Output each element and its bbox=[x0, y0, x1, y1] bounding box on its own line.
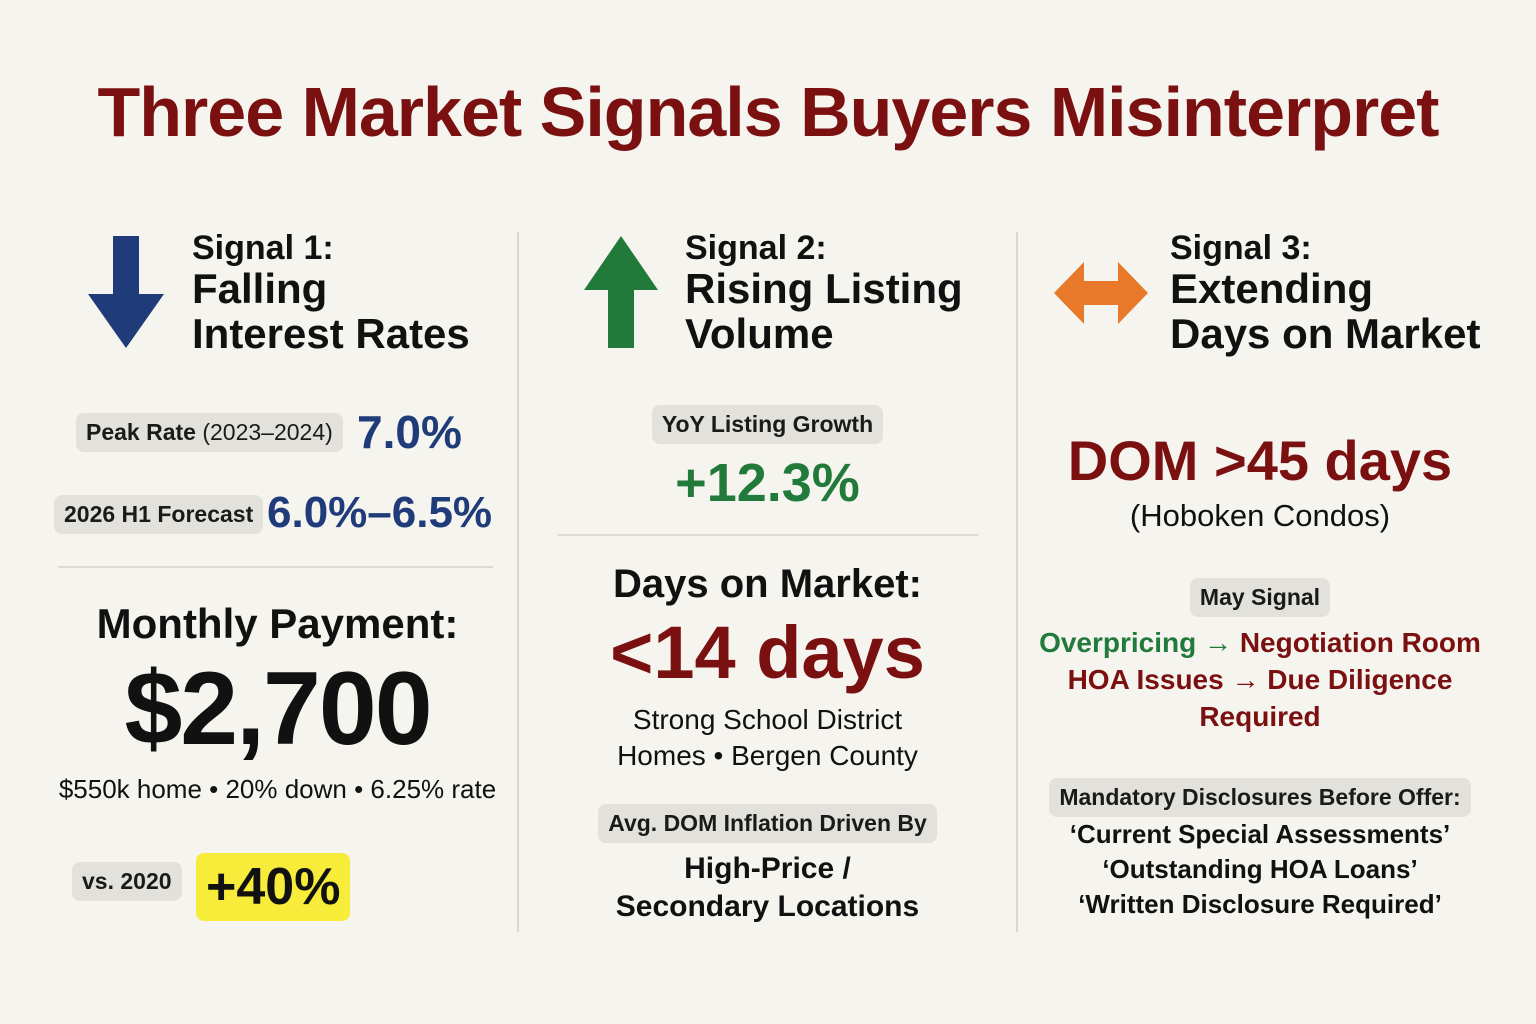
may-signal-label: May Signal bbox=[1189, 578, 1331, 617]
may-signal-list: Overpricing → Negotiation Room HOA Issue… bbox=[1025, 624, 1495, 735]
vs-2020-label: vs. 2020 bbox=[72, 862, 182, 901]
signal-1-title-line2: Interest Rates bbox=[192, 310, 470, 357]
overpricing-text: Overpricing bbox=[1039, 627, 1197, 658]
peak-rate-value: 7.0% bbox=[357, 406, 462, 458]
signal-2-title-line2: Volume bbox=[685, 310, 834, 357]
disclosures-list: ‘Current Special Assessments’ ‘Outstandi… bbox=[1030, 817, 1490, 922]
disclosure-item: ‘Current Special Assessments’ bbox=[1069, 819, 1451, 849]
dom-note-line2: Homes • Bergen County bbox=[617, 740, 918, 771]
signal-1-label: Signal 1: bbox=[192, 229, 334, 267]
forecast-value: 6.0%–6.5% bbox=[267, 488, 493, 537]
peak-rate-label: Peak Rate (2023–2024) bbox=[76, 413, 343, 452]
growth-label: YoY Listing Growth bbox=[651, 405, 884, 444]
disclosure-item: ‘Written Disclosure Required’ bbox=[1078, 889, 1442, 919]
forecast-label: 2026 H1 Forecast bbox=[54, 495, 264, 534]
signal-1-title-line1: Falling bbox=[192, 265, 328, 312]
may-signal-line2: HOA Issues → Due Diligence bbox=[1067, 664, 1453, 695]
disclosures-label: Mandatory Disclosures Before Offer: bbox=[1049, 778, 1471, 817]
may-signal-line3: Required bbox=[1199, 701, 1321, 732]
signal-3-label: Signal 3: bbox=[1170, 229, 1312, 267]
inflation-label: Avg. DOM Inflation Driven By bbox=[598, 804, 937, 843]
monthly-payment-note: $550k home • 20% down • 6.25% rate bbox=[58, 774, 497, 804]
dom-45-note: (Hoboken Condos) bbox=[1129, 498, 1391, 533]
peak-rate-years: (2023–2024) bbox=[202, 419, 333, 445]
dom-label: Days on Market: bbox=[613, 562, 922, 606]
section-divider bbox=[58, 566, 493, 568]
arrow-right-icon: → bbox=[1204, 627, 1233, 658]
inflation-label-wrap: Avg. DOM Inflation Driven By bbox=[540, 804, 995, 843]
growth-value: +12.3% bbox=[675, 453, 860, 513]
peak-rate-label-bold: Peak Rate bbox=[86, 419, 196, 445]
dom-45-value: DOM >45 days bbox=[1067, 429, 1453, 492]
disclosure-item: ‘Outstanding HOA Loans’ bbox=[1102, 854, 1418, 884]
signal-2-title-line1: Rising Listing bbox=[685, 265, 963, 312]
may-signal-line1: Overpricing → Negotiation Room bbox=[1025, 624, 1495, 661]
signal-2-label: Signal 2: bbox=[685, 229, 827, 267]
inflation-line2: Secondary Locations bbox=[615, 890, 920, 923]
signal-3-title-line2: Days on Market bbox=[1170, 310, 1481, 357]
left-right-arrow-icon bbox=[1054, 262, 1148, 324]
disclosures-label-wrap: Mandatory Disclosures Before Offer: bbox=[1030, 778, 1490, 817]
monthly-payment-value: $2,700 bbox=[124, 651, 432, 767]
down-arrow-icon bbox=[88, 236, 164, 348]
vs-2020-value: +40% bbox=[196, 853, 351, 921]
column-divider bbox=[1016, 232, 1018, 932]
column-divider bbox=[517, 232, 519, 932]
negotiation-room-text: Negotiation Room bbox=[1239, 627, 1481, 658]
dom-note-line1: Strong School District bbox=[632, 704, 903, 735]
dom-note: Strong School District Homes • Bergen Co… bbox=[540, 702, 995, 774]
monthly-payment-label: Monthly Payment: bbox=[96, 600, 459, 647]
section-divider bbox=[558, 534, 978, 536]
up-arrow-icon bbox=[584, 236, 658, 348]
inflation-line1: High-Price / bbox=[684, 852, 851, 885]
dom-value: <14 days bbox=[610, 611, 925, 694]
inflation-detail: High-Price / Secondary Locations bbox=[540, 850, 995, 926]
may-signal-wrap: May Signal bbox=[1035, 578, 1485, 617]
growth-label-wrap: YoY Listing Growth bbox=[540, 405, 995, 444]
signal-3-title-line1: Extending bbox=[1170, 265, 1374, 312]
page-title: Three Market Signals Buyers Misinterpret bbox=[97, 73, 1440, 151]
